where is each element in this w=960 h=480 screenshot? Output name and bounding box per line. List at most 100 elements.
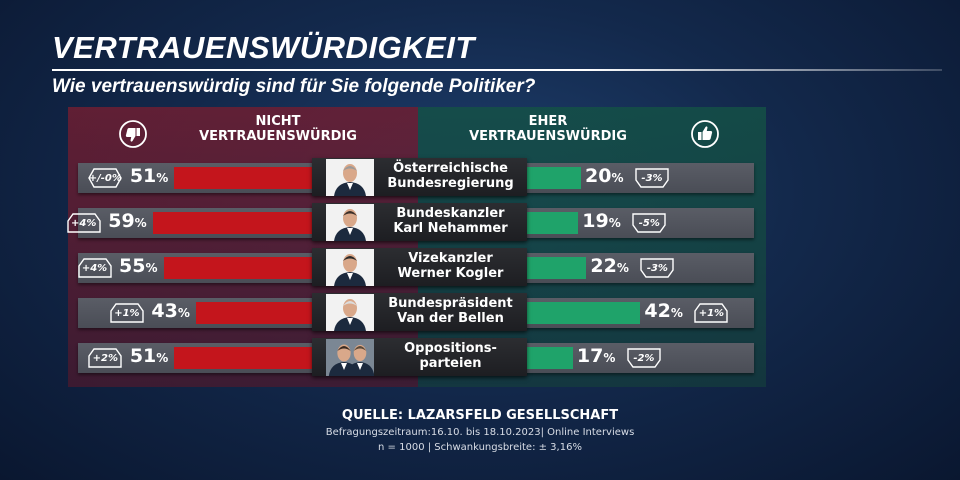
positive-value-label: 22% — [590, 255, 628, 277]
negative-bar — [174, 347, 312, 369]
category-label-line: Karl Nehammer — [393, 221, 508, 236]
negative-value-label-unit: % — [156, 171, 169, 185]
positive-change-badge: +1% — [694, 303, 729, 323]
negative-change-badge: +2% — [88, 348, 122, 368]
positive-value-label-unit: % — [616, 261, 629, 275]
negative-value-label-unit: % — [177, 306, 190, 320]
negative-change-badge-text: +4% — [81, 262, 108, 274]
politician-photo — [326, 204, 374, 241]
negative-change-badge-text: +1% — [114, 307, 140, 319]
positive-value-label-unit: % — [611, 171, 624, 185]
positive-change-badge-shape — [632, 213, 666, 233]
title-divider — [52, 69, 942, 71]
page-title: VERTRAUENSWÜRDIGKEIT — [52, 30, 475, 65]
negative-value-label-number: 43 — [151, 300, 178, 322]
source-label: QUELLE: LAZARSFELD GESELLSCHAFT — [341, 408, 619, 423]
positive-bar — [527, 302, 641, 324]
positive-change-badge-text: +1% — [698, 307, 725, 319]
survey-period: Befragungszeitraum:16.10. bis 18.10.2023… — [325, 427, 635, 438]
category-label-line: Österreichische — [393, 161, 508, 176]
negative-value-label: 59% — [108, 210, 146, 232]
negative-change-badge-shape — [88, 168, 123, 188]
negative-value-label-unit: % — [156, 351, 169, 365]
category-label-line: Werner Kogler — [397, 266, 504, 281]
negative-header: NICHT VERTRAUENSWÜRDIG — [178, 114, 378, 144]
positive-value-label-number: 20 — [585, 165, 612, 187]
positive-change-badge-shape — [640, 258, 675, 278]
politician-photo — [326, 339, 374, 376]
politician-label-box: Österreichische Bundesregierung — [312, 158, 527, 196]
negative-change-badge-text: +4% — [71, 217, 97, 229]
positive-value-label-number: 22 — [590, 255, 617, 277]
positive-change-badge-text: -2% — [633, 352, 655, 364]
category-label-line: Bundeskanzler — [396, 206, 505, 221]
negative-change-badge-shape — [77, 258, 112, 278]
category-label-line: Bundespräsident — [388, 296, 513, 311]
category-label-line: Vizekanzler — [408, 251, 493, 266]
positive-value-label: 19% — [582, 210, 620, 232]
positive-bar — [527, 257, 587, 279]
positive-bar — [527, 167, 581, 189]
positive-change-badge-text: -3% — [641, 172, 663, 184]
positive-value-label: 42% — [644, 300, 682, 322]
category-label-line: Oppositions- — [404, 341, 497, 356]
positive-change-badge-text: -5% — [638, 217, 660, 229]
negative-value-label: 51% — [130, 345, 168, 367]
negative-value-label-unit: % — [134, 216, 147, 230]
positive-change-badge: -5% — [632, 213, 666, 233]
negative-bar — [163, 257, 312, 279]
negative-value-label: 55% — [119, 255, 157, 277]
category-label-line: Bundesregierung — [387, 176, 514, 191]
positive-bar — [527, 347, 573, 369]
positive-change-badge-shape — [635, 168, 669, 188]
positive-value-label-unit: % — [670, 306, 683, 320]
negative-change-badge-text: +2% — [92, 352, 118, 364]
thumbs-up-icon — [691, 120, 719, 148]
negative-change-badge: +4% — [77, 258, 112, 278]
category-label: Oppositions-parteien — [378, 341, 523, 371]
positive-header: EHER VERTRAUENSWÜRDIG — [448, 114, 648, 144]
positive-change-badge: -2% — [627, 348, 661, 368]
positive-bar — [527, 212, 579, 234]
category-label: Bundeskanzler Karl Nehammer — [378, 206, 523, 236]
politician-photo — [326, 294, 374, 331]
negative-value-label: 51% — [130, 165, 168, 187]
thumbs-down-icon — [119, 120, 147, 148]
politician-label-box: Vizekanzler Werner Kogler — [312, 248, 527, 286]
positive-change-badge-shape — [627, 348, 661, 368]
positive-value-label: 20% — [585, 165, 623, 187]
positive-value-label-number: 42 — [644, 300, 671, 322]
negative-change-badge-shape — [110, 303, 144, 323]
negative-change-badge: +/-0% — [88, 168, 123, 188]
negative-header-line2: VERTRAUENSWÜRDIG — [199, 129, 357, 144]
positive-change-badge: -3% — [635, 168, 669, 188]
politician-label-box: Bundeskanzler Karl Nehammer — [312, 203, 527, 241]
politician-photo — [326, 249, 374, 286]
positive-value-label: 17% — [577, 345, 615, 367]
politician-label-box: Bundespräsident Van der Bellen — [312, 293, 527, 331]
negative-bar — [195, 302, 312, 324]
category-label-line: Van der Bellen — [397, 311, 504, 326]
positive-value-label-unit: % — [603, 351, 616, 365]
negative-change-badge: +1% — [110, 303, 144, 323]
sample-info: n = 1000 | Schwankungsbreite: ± 3,16% — [378, 442, 582, 453]
negative-value-label: 43% — [151, 300, 189, 322]
negative-bar — [152, 212, 312, 234]
positive-change-badge-text: -3% — [646, 262, 668, 274]
negative-change-badge-shape — [66, 213, 101, 233]
negative-value-label-number: 59 — [108, 210, 135, 232]
category-label-line: parteien — [419, 356, 482, 371]
positive-change-badge: -3% — [640, 258, 675, 278]
positive-value-label-number: 19 — [582, 210, 609, 232]
negative-value-label-unit: % — [145, 261, 158, 275]
negative-value-label-number: 51 — [129, 165, 157, 187]
negative-value-label-number: 55 — [119, 255, 146, 277]
politician-label-box: Oppositions-parteien — [312, 338, 527, 376]
positive-header-line2: VERTRAUENSWÜRDIG — [469, 129, 627, 144]
positive-change-badge-shape — [694, 303, 729, 323]
politician-photo — [326, 159, 374, 196]
negative-header-line1: NICHT — [255, 114, 301, 129]
negative-change-badge: +4% — [66, 213, 101, 233]
positive-value-label-number: 17 — [576, 345, 604, 367]
negative-value-label-number: 51 — [129, 345, 157, 367]
